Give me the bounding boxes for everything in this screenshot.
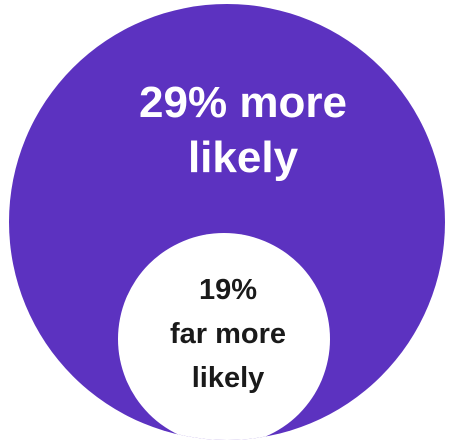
- outer-label-line-1: 29% more: [139, 78, 347, 127]
- outer-label-line-2: likely: [188, 133, 299, 182]
- inner-circle-19-percent: [118, 233, 330, 440]
- inner-label-line-3: likely: [192, 362, 265, 394]
- inner-label-line-2: far more: [170, 318, 286, 350]
- outer-circle-29-percent: [9, 4, 445, 440]
- inner-label-line-1: 19%: [199, 274, 257, 306]
